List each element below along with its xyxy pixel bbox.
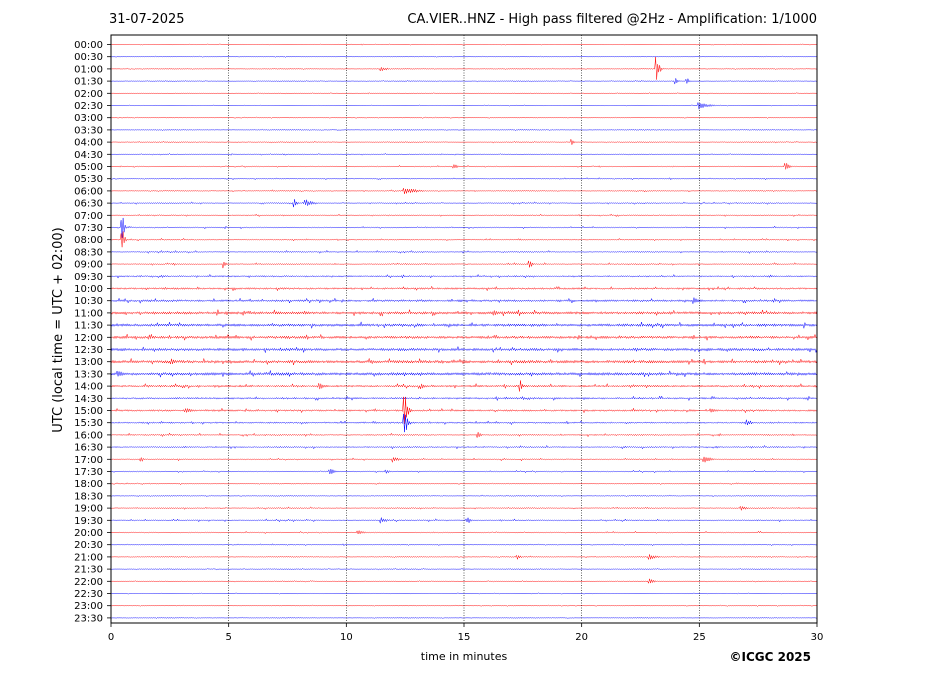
y-tick-label: 19:00 [74,504,103,515]
trace-row-0100 [110,56,818,80]
y-tick-label: 03:30 [74,125,103,136]
y-tick-label: 17:00 [74,455,103,466]
x-tick-label: 0 [108,632,114,643]
y-tick-label: 00:30 [74,52,103,63]
y-tick-label: 06:00 [74,186,103,197]
x-tick-label: 5 [225,632,231,643]
y-tick-label: 12:30 [74,345,103,356]
y-tick-label: 19:30 [74,516,103,527]
y-tick-label: 03:00 [74,113,103,124]
y-tick-label: 18:00 [74,479,103,490]
x-tick-label: 20 [575,632,588,643]
y-tick-label: 16:00 [74,430,103,441]
trace-row-1630 [110,444,818,450]
y-tick-label: 07:00 [74,211,103,222]
y-tick-label: 12:00 [74,333,103,344]
y-tick-label: 05:00 [74,162,103,173]
y-tick-label: 15:00 [74,406,103,417]
y-tick-label: 09:00 [74,260,103,271]
chart-date: 31-07-2025 [109,12,185,27]
chart-title: CA.VIER..HNZ - High pass filtered @2Hz -… [407,12,817,27]
y-tick-label: 04:30 [74,150,103,161]
x-tick-labels: 0 5 10 15 20 25 30 [108,623,824,643]
y-tick-label: 01:00 [74,64,103,75]
y-tick-label: 13:30 [74,369,103,380]
y-tick-label: 20:00 [74,528,103,539]
y-tick-label: 09:30 [74,272,103,283]
trace-row-2030 [110,543,818,547]
x-tick-label: 25 [693,632,706,643]
y-tick-label: 00:00 [74,40,103,51]
plot-frame [110,34,818,624]
y-tick-label: 08:00 [74,235,103,246]
y-tick-label: 14:00 [74,382,103,393]
x-tick-label: 15 [458,632,471,643]
copyright-label: ©ICGC 2025 [729,650,811,664]
trace-row-0030 [110,55,818,58]
y-tick-label: 17:30 [74,467,103,478]
trace-row-1330 [110,369,818,378]
y-tick-label: 21:00 [74,552,103,563]
y-tick-label: 08:30 [74,247,103,258]
y-tick-label: 22:00 [74,577,103,588]
y-tick-label: 14:30 [74,394,103,405]
y-tick-label: 10:00 [74,284,103,295]
y-tick-label: 02:30 [74,101,103,112]
trace-row-0000 [110,43,818,46]
y-tick-label: 22:30 [74,589,103,600]
y-tick-label: 06:30 [74,199,103,210]
y-tick-label: 05:30 [74,174,103,185]
trace-row-0500 [110,163,818,170]
helicorder-traces [110,43,818,619]
y-tick-label: 07:30 [74,223,103,234]
y-tick-label: 01:30 [74,77,103,88]
trace-row-1300 [110,357,818,366]
trace-row-1730 [110,468,818,475]
y-axis-label: UTC (local time = UTC + 02:00) [51,227,66,432]
y-tick-label: 15:30 [74,418,103,429]
x-tick-label: 10 [340,632,353,643]
y-tick-label: 10:30 [74,296,103,307]
trace-row-1700 [110,456,818,463]
y-tick-label: 02:00 [74,89,103,100]
y-tick-label: 20:30 [74,540,103,551]
trace-row-0900 [110,260,818,269]
y-tick-label: 21:30 [74,565,103,576]
y-tick-label: 11:00 [74,308,103,319]
trace-row-0430 [110,152,818,156]
trace-row-0830 [110,249,818,254]
y-tick-label: 11:30 [74,321,103,332]
x-tick-label: 30 [811,632,824,643]
trace-row-0800 [110,231,818,248]
trace-row-0330 [110,128,818,132]
y-tick-label: 04:00 [74,138,103,149]
x-axis-label: time in minutes [421,650,508,663]
trace-row-2100 [110,554,818,561]
y-tick-label: 13:00 [74,357,103,368]
y-tick-label: 23:00 [74,601,103,612]
trace-row-1200 [110,333,818,342]
vertical-gridlines [228,35,700,623]
trace-row-0400 [110,139,818,145]
trace-row-2130 [110,567,818,571]
y-tick-label: 23:30 [74,613,103,624]
y-tick-label: 16:30 [74,443,103,454]
y-tick-label: 18:30 [74,491,103,502]
trace-row-1430 [110,395,818,402]
